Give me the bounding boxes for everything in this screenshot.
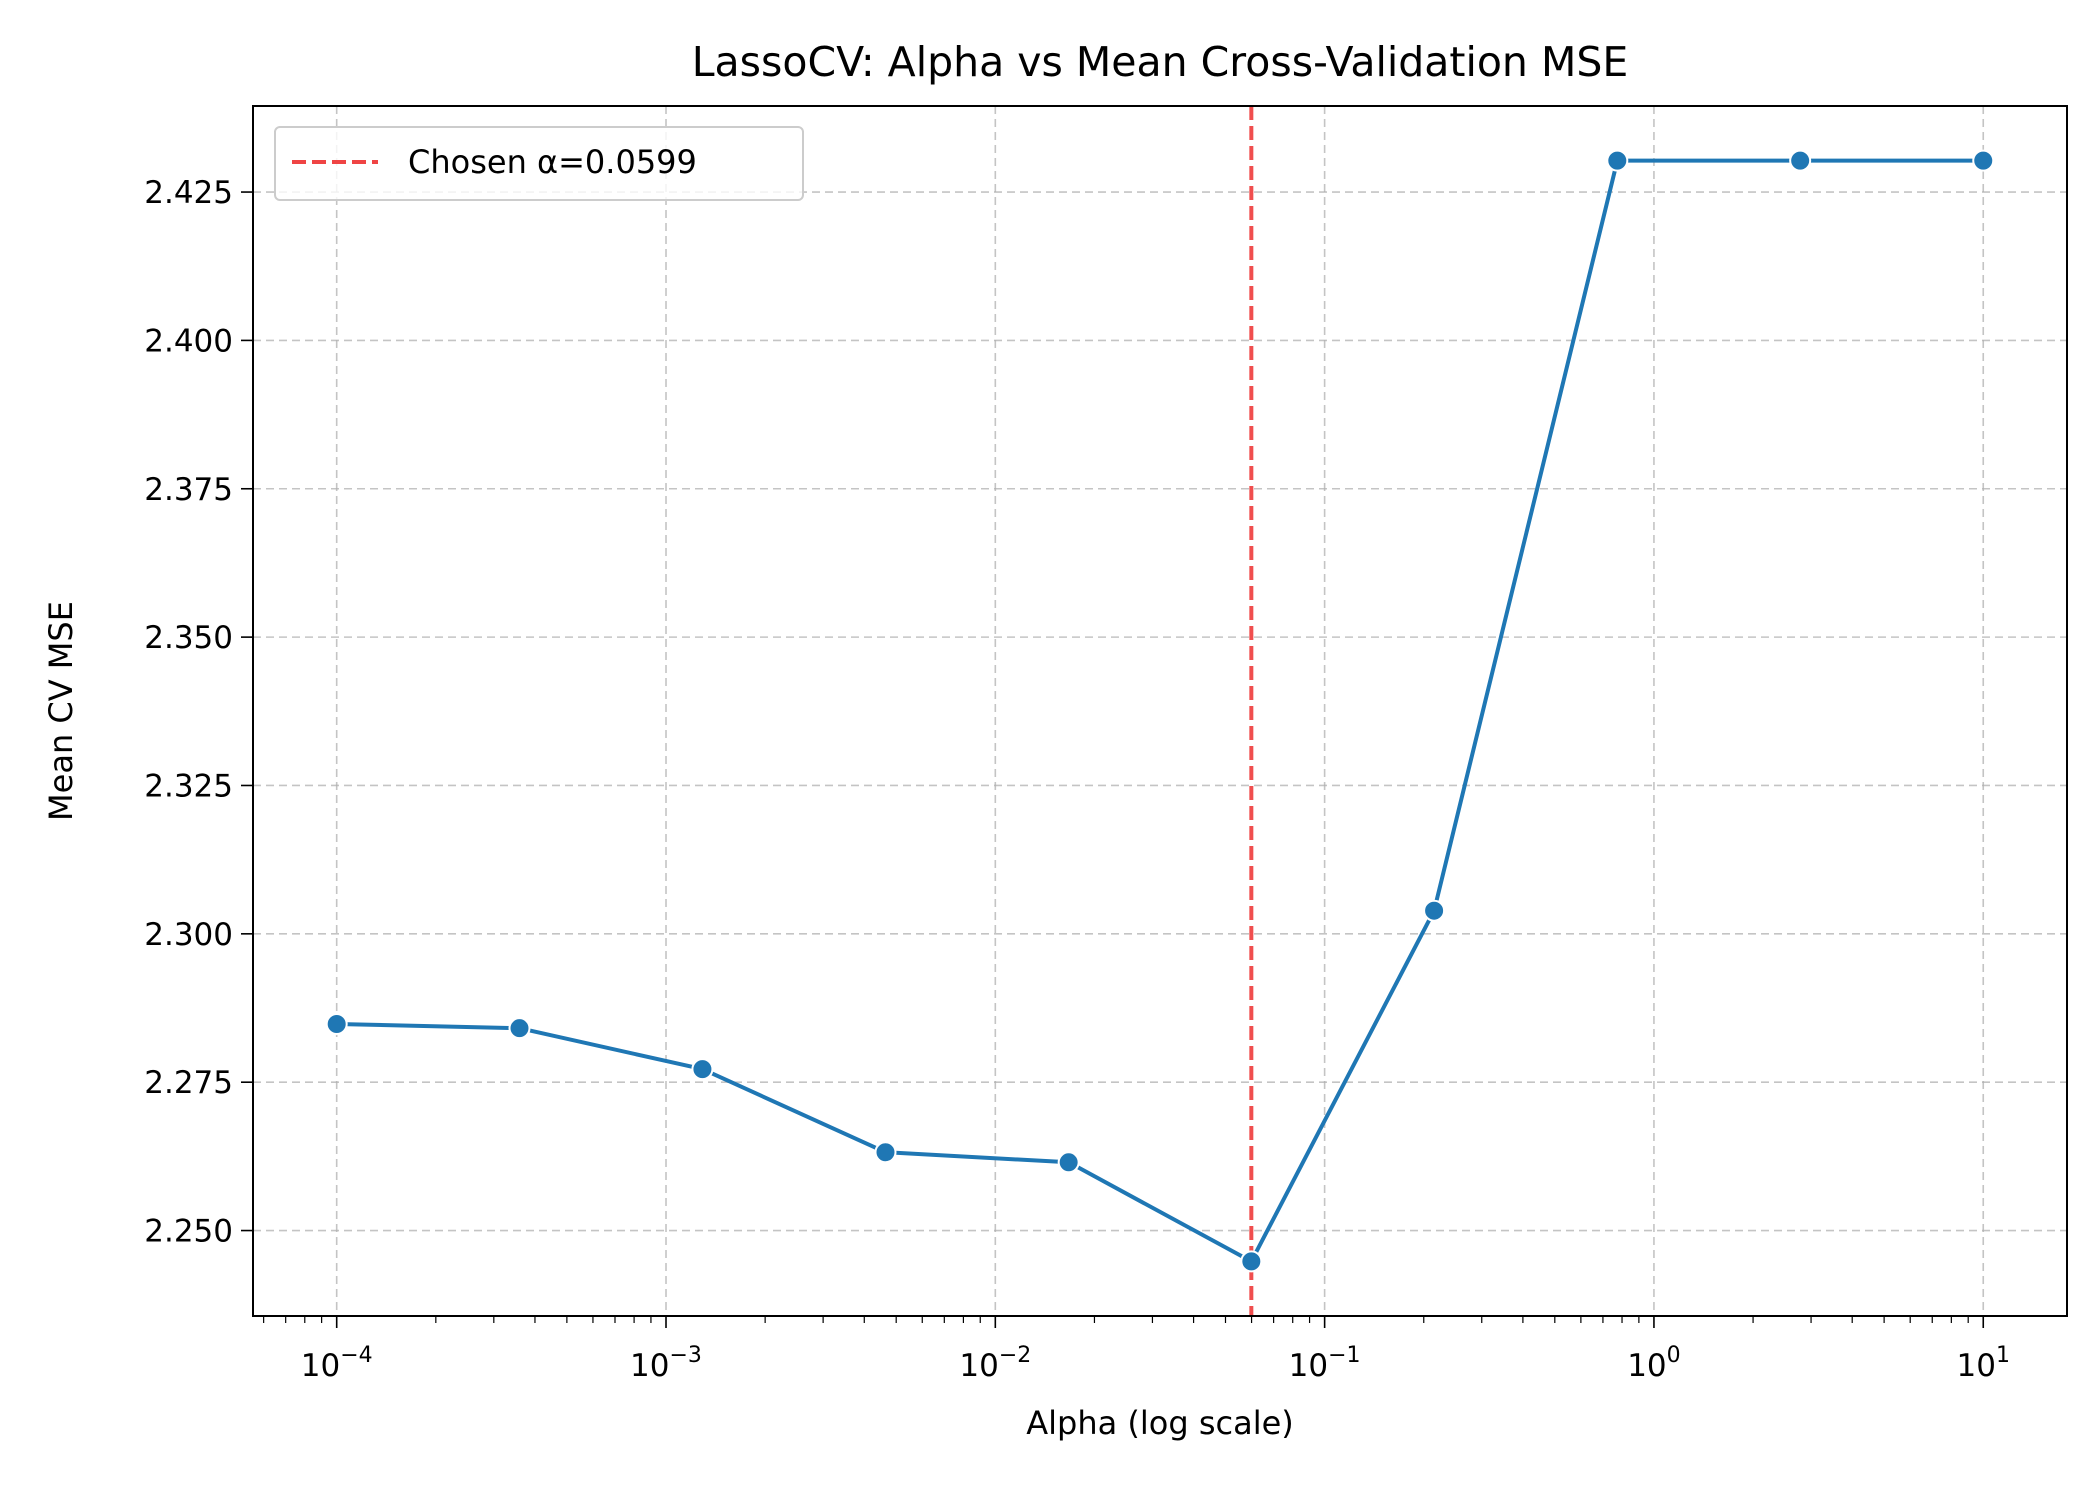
y-tick-label: 2.300 (144, 917, 233, 953)
chart-title: LassoCV: Alpha vs Mean Cross-Validation … (692, 38, 1629, 86)
y-axis-title: Mean CV MSE (42, 601, 80, 821)
legend-label: Chosen α=0.0599 (408, 143, 697, 181)
data-point (1240, 1250, 1263, 1273)
grid-lines (253, 106, 2067, 1316)
x-axis-title: Alpha (log scale) (1026, 1404, 1294, 1442)
y-tick-label: 2.350 (144, 620, 233, 656)
y-tick-label: 2.275 (144, 1065, 233, 1101)
y-tick-label: 2.425 (144, 175, 233, 211)
y-tick-label: 2.400 (144, 323, 233, 359)
data-point (325, 1013, 348, 1036)
x-axis-ticks: 10−4 10−3 10−2 10−1 100 101 (263, 1316, 2010, 1384)
data-point (1606, 149, 1629, 172)
legend: Chosen α=0.0599 (274, 126, 804, 201)
x-tick-label: 100 (1627, 1343, 1680, 1384)
y-tick-label: 2.375 (144, 472, 233, 508)
series-layer (325, 149, 1995, 1273)
data-point (1972, 149, 1995, 172)
x-tick-label: 10−3 (630, 1343, 702, 1384)
data-point (691, 1058, 714, 1081)
y-tick-label: 2.250 (144, 1214, 233, 1250)
data-point (874, 1141, 897, 1164)
x-tick-label: 10−4 (301, 1343, 373, 1384)
x-tick-label: 10−2 (959, 1343, 1031, 1384)
data-point (1423, 899, 1446, 922)
y-axis-ticks: 2.250 2.275 2.300 2.325 2.350 2.375 2.400 2.425 (144, 175, 253, 1250)
data-point (1057, 1151, 1080, 1174)
data-point (508, 1017, 531, 1040)
x-tick-label: 10−1 (1289, 1343, 1361, 1384)
y-tick-label: 2.325 (144, 768, 233, 804)
series-line (336, 158, 1984, 1264)
plot-area-frame (252, 105, 2068, 1317)
x-tick-label: 101 (1957, 1343, 2010, 1384)
legend-box (274, 126, 804, 201)
data-point (1789, 149, 1812, 172)
